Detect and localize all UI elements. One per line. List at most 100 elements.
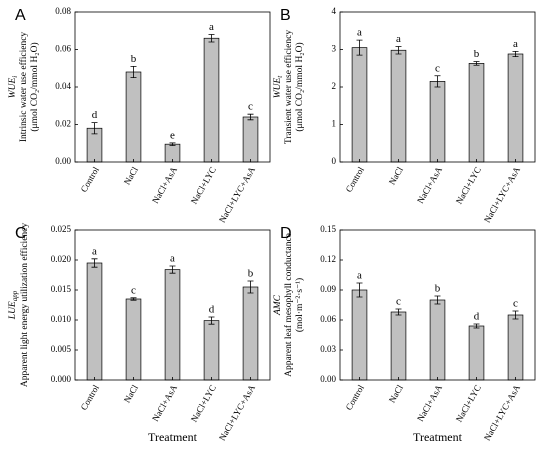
x-tick-label: NaCl+AsA xyxy=(150,165,179,206)
x-tick-label: NaCl+LYC xyxy=(189,383,218,424)
significance-letter: d xyxy=(474,311,480,323)
plot-frame xyxy=(74,11,271,163)
bar xyxy=(507,53,524,163)
x-tick-label: NaCl+LYC xyxy=(189,165,218,206)
x-tick-label: NaCl+LYC xyxy=(454,383,483,424)
bar xyxy=(164,269,181,381)
error-bar xyxy=(512,50,519,58)
bar xyxy=(351,289,368,381)
significance-letter: a xyxy=(396,33,401,45)
y-tick-label: 1 xyxy=(332,119,337,129)
significance-letter: b xyxy=(248,268,254,280)
x-tick-label: NaCl xyxy=(122,165,140,187)
significance-letter: a xyxy=(92,245,97,257)
bar xyxy=(242,286,259,381)
significance-letter: e xyxy=(170,129,175,141)
significance-letter: b xyxy=(131,53,137,65)
y-units: (mol·m⁻²·s⁻¹) xyxy=(294,278,305,332)
error-bar xyxy=(208,316,215,325)
y-units: (μmol CO₂/mmol H₂O) xyxy=(294,42,305,131)
error-bar xyxy=(247,280,254,294)
significance-letter: c xyxy=(435,62,440,74)
y-tick-label: 0.06 xyxy=(320,314,336,324)
error-bar xyxy=(434,75,441,88)
x-tick-label: Control xyxy=(79,383,102,412)
bar xyxy=(468,325,485,381)
significance-letter: b xyxy=(435,283,441,295)
x-tick-label: Control xyxy=(344,383,367,412)
significance-letter: c xyxy=(396,296,401,308)
bar xyxy=(429,299,446,381)
y-symbol: WUEt xyxy=(273,75,283,99)
significance-letter: a xyxy=(170,253,175,265)
bar xyxy=(125,71,142,163)
x-tick-label: NaCl+AsA xyxy=(150,383,179,424)
y-tick-label: 0.06 xyxy=(55,44,71,54)
significance-letter: a xyxy=(513,38,518,50)
x-tick-label: NaCl+AsA xyxy=(415,383,444,424)
significance-letter: d xyxy=(92,109,98,121)
y-tick-label: 0.020 xyxy=(51,254,72,264)
plot-frame xyxy=(74,229,271,381)
y-label: Intrinsic water use efficiency xyxy=(18,32,29,143)
y-tick-label: 3 xyxy=(332,44,337,54)
y-tick-label: 0 xyxy=(332,156,337,166)
x-tick-label: NaCl xyxy=(122,383,140,405)
y-symbol-sub: i xyxy=(11,76,19,78)
y-tick-label: 0.09 xyxy=(320,284,336,294)
bar xyxy=(125,298,142,381)
bar xyxy=(86,262,103,381)
y-symbol-main: WUE xyxy=(8,77,18,98)
y-tick-label: 0.12 xyxy=(320,254,336,264)
y-tick-label: 0.010 xyxy=(51,314,72,324)
significance-letter: b xyxy=(474,48,480,60)
significance-letter: d xyxy=(209,304,215,316)
y-tick-label: 0.04 xyxy=(55,81,71,91)
x-tick-label: NaCl+LYC+AsA xyxy=(217,165,257,225)
x-tick-label: Control xyxy=(79,165,102,194)
x-tick-label: NaCl xyxy=(387,383,405,405)
error-bar xyxy=(473,323,480,329)
y-tick-label: 0.000 xyxy=(51,374,72,384)
error-bar xyxy=(247,113,254,121)
x-tick-label: NaCl+LYC+AsA xyxy=(217,383,257,443)
error-bar xyxy=(473,61,480,66)
x-label: Treatment xyxy=(413,430,463,444)
y-label: Transient water use efficiency xyxy=(283,30,294,144)
y-tick-label: 0.03 xyxy=(320,344,336,354)
y-tick-label: 4 xyxy=(332,6,337,16)
bar xyxy=(203,37,220,163)
y-symbol-main: WUE xyxy=(273,77,283,98)
plot-frame xyxy=(339,229,536,381)
error-bar xyxy=(130,297,137,301)
error-bar xyxy=(356,39,363,56)
bar xyxy=(507,314,524,381)
error-bar xyxy=(169,142,176,146)
significance-letter: c xyxy=(248,101,253,113)
y-tick-label: 0.00 xyxy=(320,374,336,384)
y-symbol-main: AMC xyxy=(273,294,283,316)
y-tick-label: 2 xyxy=(332,81,337,91)
x-tick-label: Control xyxy=(344,165,367,194)
error-bar xyxy=(512,310,519,320)
error-bar xyxy=(356,282,363,298)
y-units: (μmol CO₂/mmol H₂O) xyxy=(29,42,40,131)
panel-label: A xyxy=(15,7,26,24)
error-bar xyxy=(169,265,176,274)
error-bar xyxy=(91,122,98,135)
y-symbol-sub: app xyxy=(11,290,19,301)
error-bar xyxy=(395,46,402,55)
plot-frame xyxy=(339,11,536,163)
bar xyxy=(390,311,407,381)
y-tick-label: 0.005 xyxy=(51,344,72,354)
y-tick-label: 0.08 xyxy=(55,6,71,16)
y-symbol: LUEapp xyxy=(8,290,18,320)
error-bar xyxy=(395,308,402,316)
bar xyxy=(351,47,368,163)
error-bar xyxy=(91,258,98,268)
y-symbol-main: LUE xyxy=(8,301,18,320)
y-tick-label: 0.025 xyxy=(51,224,72,234)
y-label: Apparent leaf mesophyll conductance xyxy=(283,233,294,377)
error-bar xyxy=(130,65,137,79)
